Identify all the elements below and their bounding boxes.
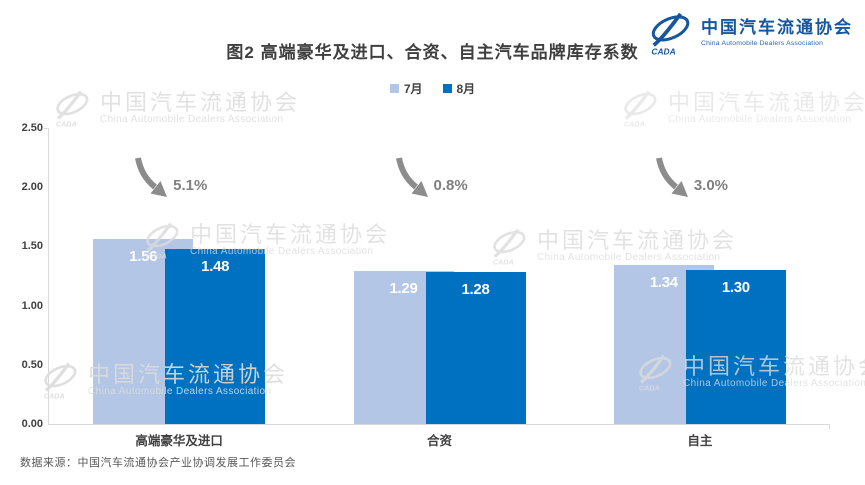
cada-logo-cada-text: CADA (651, 46, 675, 56)
y-axis-tick-label: 0.50 (21, 358, 43, 371)
decline-pct-label: 5.1% (173, 177, 208, 194)
data-source-note: 数据来源：中国汽车流通协会产业协调发展工作委员会 (20, 457, 296, 469)
cada-logo-swoosh-icon: CADA (643, 10, 695, 56)
legend-label: 7月 (403, 82, 423, 96)
bar-value-label: 1.34 (649, 274, 678, 292)
bar-8月-高端豪华及进口: 1.48 (165, 248, 266, 424)
bar-value-label: 1.28 (461, 281, 490, 299)
decline-pct-label: 0.8% (433, 177, 468, 194)
category-label-合资: 合资 (426, 434, 452, 448)
y-axis-tick-label: 1.00 (21, 299, 43, 312)
svg-text:CADA: CADA (56, 119, 77, 128)
category-label-高端豪华及进口: 高端豪华及进口 (135, 434, 223, 448)
chart-title: 图2 高端豪华及进口、合资、自主汽车品牌库存系数 (226, 43, 639, 62)
y-axis-end-tick (44, 128, 49, 129)
bar-8月-合资: 1.28 (425, 272, 526, 424)
plot-area: 0.00 0.50 1.00 1.50 2.00 2.50 1.56 1.48 5.1% 高端豪华… (22, 122, 830, 448)
bar-value-label: 1.48 (201, 257, 230, 275)
legend-item-8月: 8月 (442, 80, 476, 97)
y-axis-tick-label: 1.50 (21, 240, 43, 253)
bar-8月-自主: 1.30 (685, 270, 786, 424)
y-axis-tick-label: 0.00 (21, 418, 43, 430)
cada-logo-text: 中国汽车流通协会 China Automobile Dealers Associ… (701, 19, 853, 47)
decline-pct-label: 3.0% (693, 177, 729, 194)
decline-arrow-icon (129, 156, 169, 198)
cada-logo-en: China Automobile Dealers Association (701, 39, 824, 47)
legend-swatch-icon (389, 84, 399, 93)
decline-arrow-icon (390, 156, 430, 198)
decline-arrow-icon (650, 156, 690, 198)
legend-item-7月: 7月 (389, 80, 423, 97)
bar-value-label: 1.56 (129, 248, 158, 266)
cada-logo-cn: 中国汽车流通协会 (701, 17, 853, 38)
legend-swatch-icon (442, 84, 452, 93)
cada-logo: CADA 中国汽车流通协会 China Automobile Dealers A… (643, 10, 853, 56)
category-label-自主: 自主 (687, 434, 713, 448)
bar-value-label: 1.30 (721, 279, 750, 297)
chart-legend: 7月 8月 (0, 80, 865, 97)
svg-text:CADA: CADA (624, 119, 645, 128)
y-axis-tick-label: 2.00 (21, 181, 43, 194)
x-axis-end-tick (829, 424, 830, 429)
y-axis-tick-label: 2.50 (21, 122, 43, 134)
bar-value-label: 1.29 (389, 280, 418, 298)
legend-label: 8月 (456, 82, 476, 96)
